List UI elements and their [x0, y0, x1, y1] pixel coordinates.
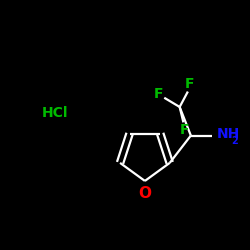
Text: HCl: HCl — [42, 106, 69, 120]
Text: F: F — [180, 123, 189, 137]
Text: O: O — [138, 186, 151, 202]
Text: F: F — [184, 77, 194, 91]
Text: 2: 2 — [231, 136, 238, 145]
Text: NH: NH — [217, 127, 240, 141]
Text: F: F — [153, 87, 163, 101]
